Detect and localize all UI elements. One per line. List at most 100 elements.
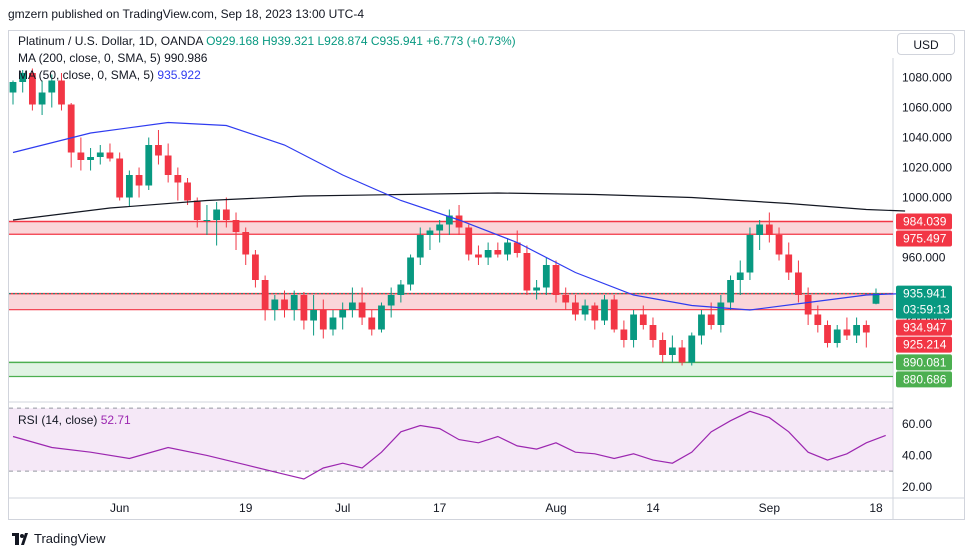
candle-body [232,220,240,232]
candle-body [736,272,744,280]
time-tick-label: Jul [335,501,350,515]
candle-body [862,325,870,333]
candle-body [523,253,531,291]
candle-body [252,254,259,280]
price-tick-label: 1040.000 [902,131,952,145]
price-tick-label: 1080.000 [902,71,952,85]
price-axis-tag [896,354,952,371]
price-tick-label: 1060.000 [902,101,952,115]
candle-body [38,92,46,105]
candle-body [203,220,211,221]
candle-body [872,293,880,304]
candle-body [174,175,182,183]
candle-body [261,280,269,310]
candle-body [533,287,541,291]
price-tick-label: 1020.000 [902,161,952,175]
candle-body [581,305,589,315]
time-tick-label: 17 [433,501,447,515]
candle-body [281,299,288,310]
price-axis-tag [896,285,952,319]
candle-body [504,242,511,255]
candle-body [601,299,608,321]
candle-body [242,232,250,255]
candle-body [833,329,841,343]
rsi-value: 52.71 [100,413,131,427]
pivot-zone [9,293,893,310]
tradingview-logo-icon [12,532,28,545]
price-axis-tag-label: 925.214 [903,338,947,352]
publish-credit: gmzern published on TradingView.com, Sep… [8,7,364,21]
rsi-label: RSI (14, close) [18,413,98,427]
candle-body [271,299,279,310]
candle-body [213,209,221,220]
rsi-band [9,408,893,472]
candle-body [630,314,637,340]
candle-body [542,265,550,288]
symbol-label: Platinum / U.S. Dollar, 1D, OANDA [18,34,203,48]
candle-body [28,73,36,105]
candle-body [300,295,308,321]
candle-body [58,80,65,105]
candle-body [688,335,696,363]
price-axis-tag [896,319,952,336]
ma200-line [12,192,906,221]
candle-body [155,145,162,156]
footer-logo[interactable]: TradingView [12,531,106,546]
ma200-value: 990.986 [164,51,208,65]
rsi-tick-label: 60.00 [902,417,932,431]
candle-body [649,325,657,340]
candle-body [222,209,230,220]
candle-body [765,224,773,235]
support-zone [9,362,893,377]
ma200-legend: MA (200, close, 0, SMA, 5) 990.986 [18,51,207,65]
candle-body [290,295,298,310]
candle-body [814,314,822,325]
price-tick-label: 1000.000 [902,191,952,205]
time-tick-label: 19 [239,501,253,515]
candle-body [416,235,424,258]
candle-body [87,157,94,160]
currency-button[interactable]: USD [897,33,955,55]
price-axis-tag [896,230,952,247]
candle-body [562,295,570,303]
candle-body [164,155,172,175]
time-tick-label: Jun [110,501,129,515]
ohlc-values: O929.168 H939.321 L928.874 C935.941 +6.7… [206,34,516,48]
price-axis-tag-label: 935.941 [903,287,947,301]
time-tick-label: 14 [646,501,660,515]
symbol-legend: Platinum / U.S. Dollar, 1D, OANDA O929.1… [18,34,516,48]
candle-body [96,152,104,157]
ma50-label: MA (50, close, 0, SMA, 5) [18,68,155,82]
candle-body [775,235,783,255]
candle-body [193,200,201,220]
candle-body [746,235,754,273]
candle-body [407,257,414,285]
candle-body [513,242,521,253]
rsi-tick-label: 40.00 [902,448,932,462]
candle-body [678,347,686,363]
candle-body [135,175,143,186]
rsi-legend: RSI (14, close) 52.71 [18,413,131,427]
footer-brand: TradingView [34,531,106,546]
ma50-legend: MA (50, close, 0, SMA, 5) 935.922 [18,68,201,82]
candle-body [116,158,124,198]
time-tick-label: 18 [869,501,883,515]
ma50-line [12,121,906,311]
candle-body [358,302,366,318]
candle-body [552,265,560,295]
candle-body [19,73,27,82]
rsi-tick-label: 20.00 [902,480,932,494]
candle-body [368,317,376,330]
candle-body [795,272,802,295]
candle-body [572,302,579,315]
candle-body [125,175,133,198]
candle-body [397,284,405,295]
candle-body [67,104,75,153]
candle-body [804,295,812,315]
candle-body [707,314,715,325]
price-axis-tag-label: 984.039 [903,214,947,228]
chart-frame [8,30,965,520]
candle-body [494,250,502,255]
candle-body [310,310,317,321]
